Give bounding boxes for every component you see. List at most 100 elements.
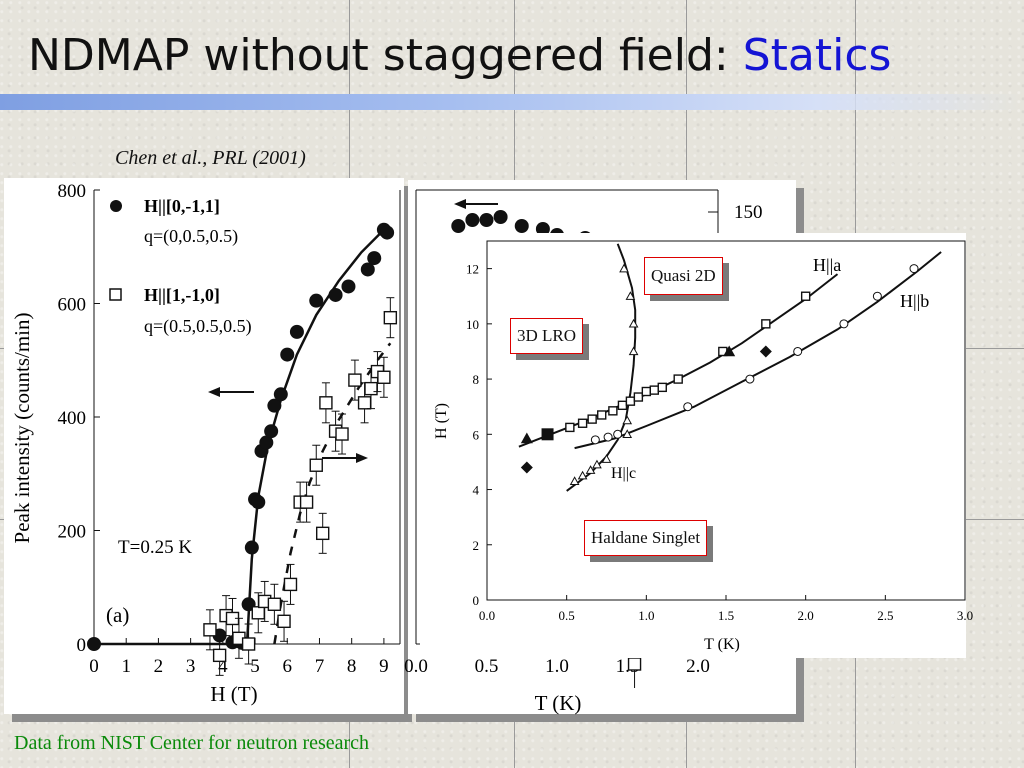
y-tick-label: 8 bbox=[473, 372, 480, 387]
x-tick-label: 8 bbox=[347, 656, 357, 677]
panel-a: H (T) Peak intensity (counts/min) T=0.25… bbox=[4, 178, 404, 714]
chart-a: H (T) Peak intensity (counts/min) T=0.25… bbox=[10, 181, 401, 706]
left-axis-arrow bbox=[208, 387, 254, 397]
y-tick-label: 10 bbox=[466, 317, 479, 332]
y-axis-label: H (T) bbox=[433, 403, 450, 439]
filled-circle-marker bbox=[244, 540, 259, 555]
open-square-marker bbox=[277, 614, 291, 628]
series-label-c: H||c bbox=[611, 465, 636, 482]
open-square-marker bbox=[377, 370, 391, 384]
title-main: NDMAP without staggered field: bbox=[28, 30, 743, 81]
y-tick-label: 200 bbox=[58, 522, 87, 543]
filled-circle-marker bbox=[267, 398, 282, 413]
x-tick-label: 0 bbox=[89, 656, 99, 677]
open-circle-marker bbox=[603, 432, 613, 442]
open-square-marker bbox=[649, 385, 660, 395]
x-tick-label: 7 bbox=[315, 656, 325, 677]
series-label-b: H||b bbox=[900, 291, 929, 311]
legend-field-1: H||[0,-1,1] bbox=[144, 196, 220, 216]
filled-circle-marker bbox=[360, 262, 375, 277]
filled-circle-marker bbox=[328, 287, 343, 302]
chart-phase-diagram: T (K) H (T) H||a H||b H||c 0.0 0.5 1.0 1.5 2… bbox=[433, 240, 973, 653]
region-label-quasi-2d: Quasi 2D bbox=[644, 257, 723, 295]
open-square-marker bbox=[251, 606, 265, 620]
slide-title: NDMAP without staggered field: Statics bbox=[28, 30, 891, 81]
y-tick-label: 0 bbox=[77, 635, 87, 656]
filled-triangle-marker bbox=[520, 432, 533, 444]
open-circle-marker bbox=[745, 374, 755, 384]
open-circle-marker bbox=[793, 346, 803, 356]
y-tick-label: 0 bbox=[473, 593, 480, 608]
open-triangle-marker bbox=[619, 263, 629, 273]
y-tick-label: 400 bbox=[58, 408, 87, 429]
x-tick-label: 3 bbox=[186, 656, 196, 677]
open-triangle-marker bbox=[628, 318, 639, 328]
open-square-marker bbox=[577, 418, 588, 428]
open-square-marker bbox=[565, 422, 575, 433]
open-square-marker bbox=[203, 623, 217, 637]
open-square-marker bbox=[633, 392, 644, 402]
plot-frame bbox=[486, 240, 966, 601]
x-tick-label: 6 bbox=[283, 656, 293, 677]
y-tick-label: 800 bbox=[58, 181, 87, 202]
phase-boundary-curve bbox=[518, 273, 839, 448]
phase-boundary-curve bbox=[574, 251, 942, 450]
title-underline-bar bbox=[0, 94, 1024, 110]
open-square-marker bbox=[357, 396, 372, 410]
open-square-marker bbox=[319, 396, 333, 410]
open-triangle-marker bbox=[577, 470, 588, 480]
right-axis-arrow bbox=[322, 453, 368, 463]
open-square-marker bbox=[608, 406, 618, 416]
filled-circle-marker bbox=[535, 222, 550, 236]
legend-q-1: q=(0,0.5,0.5) bbox=[144, 226, 238, 247]
y-tick-label: 6 bbox=[473, 427, 480, 442]
filled-circle-marker bbox=[259, 435, 274, 450]
open-circle-marker bbox=[590, 435, 600, 445]
open-triangle-marker bbox=[569, 476, 580, 485]
x-axis-label: T (K) bbox=[535, 691, 582, 715]
open-square-marker bbox=[383, 310, 398, 325]
filled-circle-marker bbox=[251, 495, 266, 510]
filled-circle-marker bbox=[493, 210, 508, 224]
open-triangle-marker bbox=[585, 465, 596, 474]
filled-square-marker bbox=[541, 428, 554, 441]
legend-field-2: H||[1,-1,0] bbox=[144, 285, 220, 305]
open-circle-marker bbox=[839, 319, 849, 329]
filled-circle-marker bbox=[514, 219, 529, 233]
open-square-marker bbox=[800, 291, 811, 301]
open-circle-marker bbox=[909, 264, 919, 274]
x-tick-label: 5 bbox=[250, 656, 260, 677]
open-square-marker bbox=[267, 597, 282, 611]
x-tick-label: 3.0 bbox=[957, 608, 973, 623]
open-square-marker bbox=[315, 526, 330, 541]
region-label-3d-lro: 3D LRO bbox=[510, 318, 584, 354]
x-tick-label: 4 bbox=[218, 656, 228, 677]
y-axis-label: Peak intensity (counts/min) bbox=[10, 313, 34, 544]
open-square-marker bbox=[627, 657, 642, 671]
region-label-haldane-singlet: Haldane Singlet bbox=[584, 520, 708, 556]
filled-circle-marker bbox=[87, 637, 101, 651]
legend-q-2: q=(0.5,0.5,0.5) bbox=[144, 316, 252, 337]
x-tick-label: 0.5 bbox=[475, 656, 499, 677]
x-tick-label: 0.0 bbox=[479, 608, 495, 623]
open-triangle-marker bbox=[628, 346, 639, 356]
open-square-marker bbox=[657, 382, 667, 393]
open-triangle-marker bbox=[622, 415, 633, 425]
x-tick-label: 2 bbox=[154, 656, 164, 677]
left-axis-arrow bbox=[454, 199, 498, 209]
y-tick-label: 2 bbox=[473, 538, 480, 553]
open-triangle-marker bbox=[625, 291, 636, 300]
footer-credit: Data from NIST Center for neutron resear… bbox=[14, 732, 370, 754]
open-square-marker bbox=[283, 577, 298, 592]
x-axis-label: T (K) bbox=[704, 636, 740, 653]
filled-circle-marker bbox=[465, 213, 480, 227]
panel-label-a: (a) bbox=[106, 603, 129, 627]
open-circle-marker bbox=[683, 402, 693, 412]
filled-diamond-marker bbox=[759, 345, 772, 358]
filled-circle-marker bbox=[367, 251, 382, 266]
x-tick-label: 1 bbox=[121, 656, 131, 677]
open-square-marker bbox=[299, 495, 314, 509]
x-tick-label: 1.5 bbox=[718, 608, 734, 623]
open-square-marker bbox=[617, 400, 628, 411]
filled-circle-marker bbox=[289, 324, 304, 339]
